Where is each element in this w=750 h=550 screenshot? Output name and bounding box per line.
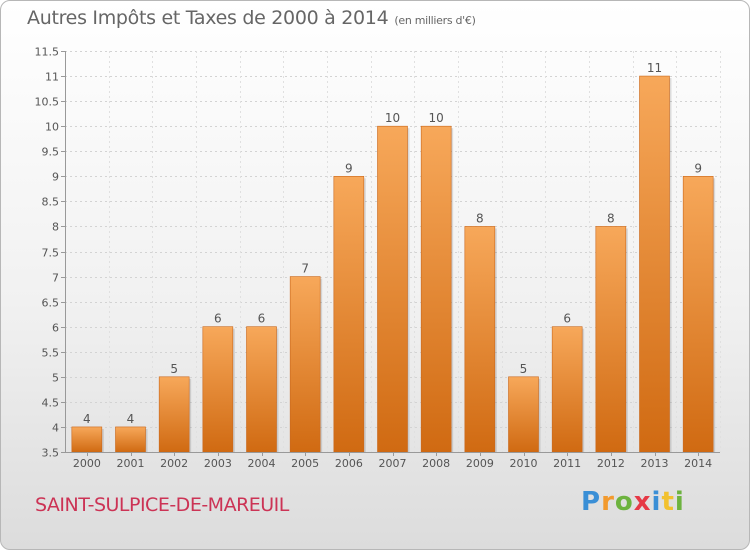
y-tick-label: 6: [52, 322, 59, 335]
logo-letter: o: [614, 487, 634, 517]
bar-value-label: 10: [385, 111, 400, 125]
x-tick-label: 2004: [248, 457, 276, 470]
x-tick-label: 2000: [73, 457, 101, 470]
x-tick-label: 2011: [553, 457, 581, 470]
bar-value-label: 4: [127, 412, 135, 426]
bar: [158, 376, 190, 453]
logo-letter: i: [651, 487, 662, 517]
bar: [115, 426, 146, 453]
bar-value-label: 5: [520, 362, 528, 376]
y-tick-label: 5.5: [42, 347, 60, 360]
title-text: Autres Impôts et Taxes de 2000 à 2014: [27, 7, 389, 29]
bar-value-label: 8: [476, 211, 484, 225]
y-tick-label: 8.5: [42, 196, 60, 209]
y-tick-label: 8: [52, 221, 59, 234]
bar: [508, 376, 539, 453]
x-tick-label: 2010: [510, 457, 538, 470]
bar: [420, 125, 452, 453]
logo-letter: P: [581, 487, 602, 517]
logo-letter: i: [674, 487, 685, 517]
y-tick-label: 10.5: [35, 96, 60, 109]
bar: [289, 276, 321, 453]
bar: [333, 176, 365, 453]
bar-value-label: 9: [694, 161, 702, 175]
title-unit: (en milliers d'€): [394, 14, 476, 27]
logo-letter: r: [601, 487, 615, 517]
bar-value-label: 11: [647, 61, 662, 75]
bar: [377, 125, 408, 453]
y-tick-label: 9: [52, 171, 59, 184]
chart-title: Autres Impôts et Taxes de 2000 à 2014 (en…: [27, 7, 476, 29]
x-tick-label: 2014: [684, 457, 712, 470]
bar: [71, 426, 103, 453]
x-tick-label: 2006: [335, 457, 363, 470]
x-tick-label: 2005: [291, 457, 319, 470]
y-tick-label: 11.5: [35, 46, 60, 59]
bar: [682, 176, 714, 453]
bar: [595, 226, 627, 453]
bar-value-label: 9: [345, 161, 353, 175]
x-tick-label: 2009: [466, 457, 494, 470]
bar-value-label: 5: [170, 362, 178, 376]
logo-letter: t: [661, 487, 675, 517]
y-tick-label: 4.5: [42, 397, 60, 410]
y-tick-label: 3.5: [42, 447, 60, 460]
place-name: SAINT-SULPICE-DE-MAREUIL: [35, 494, 289, 516]
x-tick-label: 2003: [204, 457, 232, 470]
bar-value-label: 6: [563, 312, 571, 326]
y-tick-label: 11: [45, 71, 59, 84]
y-tick-label: 7.5: [42, 247, 60, 260]
y-tick-label: 6.5: [42, 297, 60, 310]
bar-value-label: 6: [214, 312, 222, 326]
logo-letter: x: [633, 487, 652, 517]
bar-value-label: 4: [83, 412, 91, 426]
bar: [639, 75, 670, 453]
x-tick-label: 2001: [117, 457, 145, 470]
axis-layer: 3.5 4 4.5 5 5.5 6 6.5 7 7.5 8 8.5 9 9.5 10 10.5 11 11.5 2…: [35, 46, 720, 470]
bar-value-label: 8: [607, 211, 615, 225]
bar: [464, 226, 496, 453]
y-tick-label: 5: [52, 372, 59, 385]
x-tick-label: 2008: [422, 457, 450, 470]
bar: [202, 326, 234, 453]
bar-value-label: 10: [429, 111, 444, 125]
y-tick-label: 7: [52, 272, 59, 285]
bar: [246, 326, 277, 453]
bar-value-label: 6: [258, 312, 266, 326]
x-tick-label: 2013: [641, 457, 669, 470]
y-tick-label: 9.5: [42, 146, 60, 159]
proxiti-logo: Proxiti: [581, 487, 685, 517]
x-tick-label: 2002: [160, 457, 188, 470]
bar: [551, 326, 583, 453]
y-tick-label: 4: [52, 422, 59, 435]
x-tick-label: 2007: [379, 457, 407, 470]
y-tick-label: 10: [45, 121, 59, 134]
bar-layer: 4 4 5 6 6 7 9 10 10 8 5 6 8 11 9: [71, 61, 716, 453]
x-tick-label: 2012: [597, 457, 625, 470]
bar-value-label: 7: [301, 262, 309, 276]
